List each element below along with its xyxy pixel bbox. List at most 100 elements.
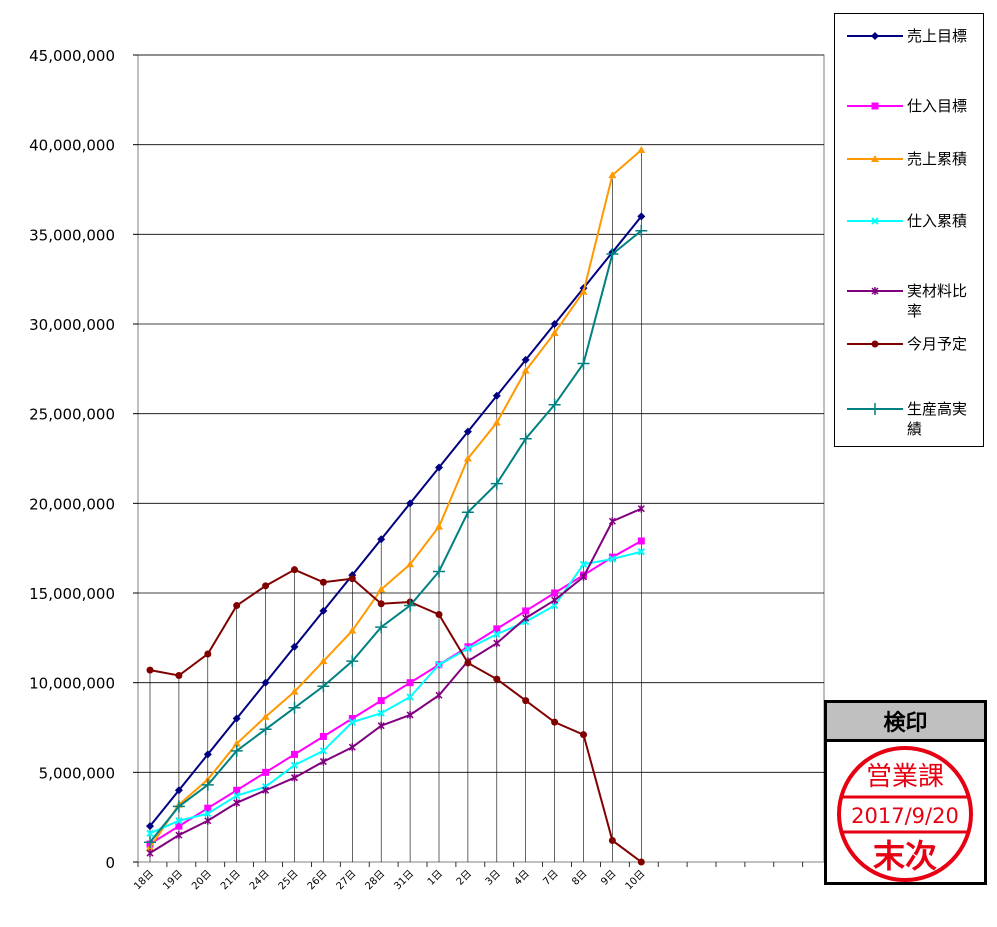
data-point	[580, 731, 587, 739]
y-tick-label: 0	[105, 854, 115, 872]
data-point	[146, 849, 154, 858]
data-point	[348, 743, 356, 752]
data-point	[637, 858, 645, 866]
data-point	[492, 418, 501, 426]
data-point	[406, 499, 415, 508]
data-point	[521, 355, 530, 364]
data-point	[522, 614, 530, 623]
data-point	[435, 522, 443, 530]
data-point	[319, 578, 327, 586]
data-point	[606, 248, 619, 261]
data-point	[146, 822, 154, 831]
data-point	[377, 697, 385, 705]
legend-label: 仕入目標	[907, 97, 968, 115]
data-point	[233, 798, 241, 807]
data-point	[463, 427, 472, 436]
data-point	[377, 600, 385, 608]
inspection-stamp-box: 検印 営業課 2017/9/20 末次	[824, 700, 987, 885]
data-point	[146, 829, 154, 838]
y-tick-label: 35,000,000	[29, 226, 115, 244]
y-tick-label: 30,000,000	[29, 316, 115, 334]
data-point	[464, 643, 472, 651]
x-tick-label: 20日	[190, 868, 214, 892]
data-point	[463, 454, 472, 462]
x-tick-label: 31日	[392, 868, 416, 892]
data-point	[550, 320, 559, 328]
data-point	[262, 768, 270, 776]
y-tick-label: 20,000,000	[29, 495, 115, 513]
data-point	[172, 800, 185, 813]
data-point	[146, 666, 154, 674]
legend-swatch	[847, 340, 903, 348]
data-point	[290, 773, 299, 782]
data-point	[519, 432, 532, 445]
plot-area	[144, 146, 648, 866]
data-point	[262, 582, 270, 590]
legend-label: 売上目標	[907, 27, 968, 45]
x-tick-label: 3日	[484, 868, 503, 887]
y-tick-label: 45,000,000	[29, 47, 115, 65]
data-point	[291, 750, 298, 758]
data-point	[261, 712, 270, 720]
data-point	[608, 836, 616, 844]
series-5	[146, 566, 645, 866]
data-point	[175, 822, 183, 830]
x-tick-label: 26日	[306, 868, 330, 892]
data-point	[406, 560, 415, 568]
data-point	[433, 565, 445, 578]
x-tick-label: 25日	[277, 868, 301, 892]
data-point	[377, 535, 386, 544]
data-point	[522, 697, 530, 705]
data-point	[522, 607, 530, 615]
data-point	[406, 693, 414, 701]
data-point	[577, 357, 590, 370]
data-point	[175, 671, 183, 679]
data-point	[637, 537, 645, 545]
series-line	[149, 229, 642, 843]
x-axis: 18日 19日 20日 21日 24日 25日 26日 27日 28日 31日 1日 2日 3日 4日 7日…	[132, 862, 804, 892]
data-point	[406, 679, 414, 687]
data-point	[348, 626, 357, 634]
data-point	[377, 585, 386, 593]
data-point	[608, 171, 617, 179]
data-point	[288, 701, 301, 714]
data-point	[435, 463, 443, 472]
data-point	[201, 778, 214, 791]
x-tick-label: 1日	[426, 868, 445, 887]
data-point	[348, 575, 356, 583]
data-point	[493, 639, 501, 648]
seal-date: 2017/9/20	[851, 804, 959, 828]
y-tick-label: 40,000,000	[29, 137, 115, 155]
data-point	[608, 555, 617, 563]
legend-label: 生産高実績	[907, 400, 968, 438]
data-point	[319, 757, 327, 766]
data-point	[232, 714, 241, 723]
legend-swatch	[847, 102, 903, 110]
data-point	[175, 831, 183, 840]
data-point	[435, 611, 443, 619]
data-point	[551, 589, 559, 597]
data-point	[521, 366, 530, 374]
data-point	[317, 680, 330, 693]
data-point	[404, 599, 417, 612]
series-line	[149, 149, 642, 849]
data-point	[204, 650, 212, 658]
data-point	[493, 630, 501, 638]
data-point	[493, 625, 501, 633]
legend: 売上目標 仕入目標 売上累積 仕入累積 実材料比率 今月予定 生産高実績	[834, 13, 984, 447]
data-point	[319, 747, 328, 755]
data-point	[233, 786, 241, 794]
series-line	[149, 568, 642, 863]
legend-label: 売上累積	[907, 150, 968, 168]
x-tick-label: 27日	[335, 868, 359, 892]
data-point	[548, 398, 561, 411]
data-point	[319, 732, 327, 740]
legend-swatch	[847, 217, 903, 225]
legend-swatch	[847, 403, 903, 415]
data-point	[406, 710, 414, 719]
data-point	[290, 687, 299, 695]
data-point	[377, 709, 385, 717]
data-point	[262, 786, 270, 795]
data-point	[637, 504, 645, 513]
data-point	[464, 659, 472, 667]
